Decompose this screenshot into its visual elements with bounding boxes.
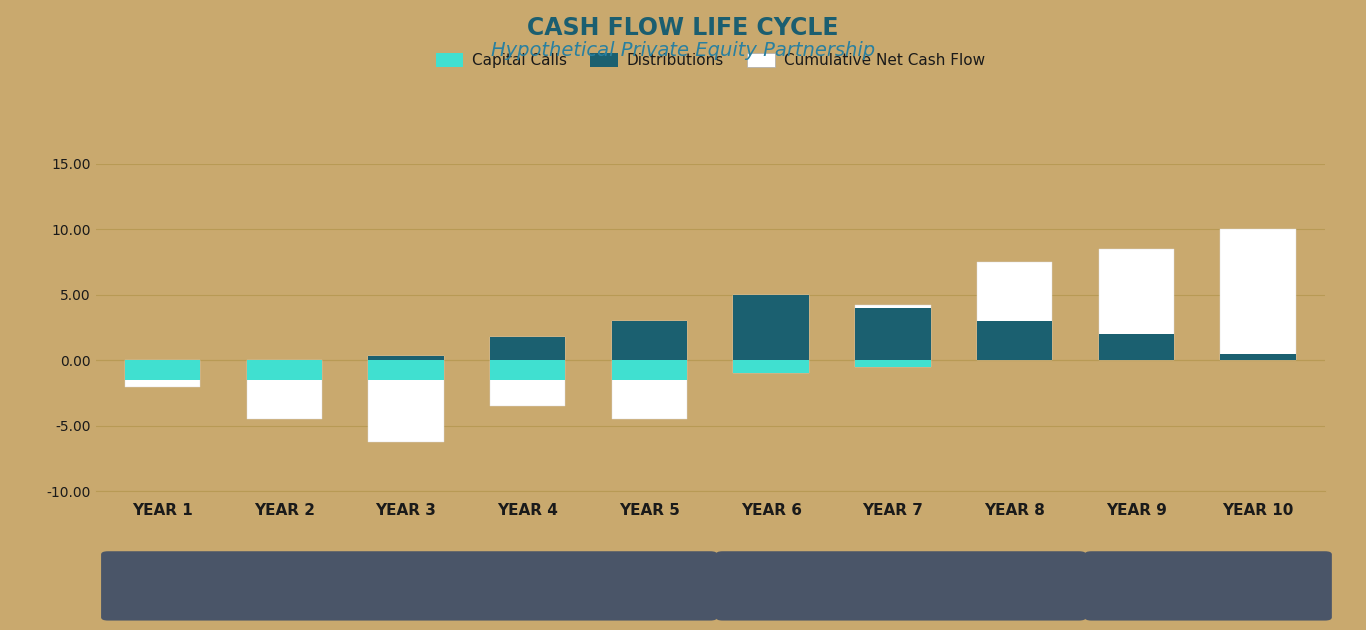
- Bar: [1098, 334, 1175, 360]
- Bar: [855, 306, 930, 367]
- Bar: [490, 337, 566, 360]
- Bar: [612, 321, 687, 360]
- Bar: [124, 360, 201, 380]
- Bar: [612, 321, 687, 420]
- Bar: [734, 295, 809, 360]
- Bar: [369, 357, 444, 360]
- Bar: [246, 360, 322, 380]
- Text: Development Stage (years 3- 8): Development Stage (years 3- 8): [779, 578, 1023, 593]
- Bar: [124, 360, 201, 387]
- Bar: [977, 321, 1052, 360]
- Bar: [977, 262, 1052, 360]
- Text: Investment Stage (years 1- 5): Investment Stage (years 1- 5): [295, 578, 523, 593]
- Bar: [855, 360, 930, 367]
- Bar: [490, 337, 566, 406]
- Text: Hypothetical Private Equity Partnership: Hypothetical Private Equity Partnership: [490, 41, 876, 60]
- Bar: [369, 357, 444, 442]
- Bar: [855, 308, 930, 360]
- Bar: [246, 360, 322, 420]
- Bar: [612, 360, 687, 380]
- Text: CASH FLOW LIFE CYCLE: CASH FLOW LIFE CYCLE: [527, 16, 839, 40]
- Bar: [369, 360, 444, 380]
- Bar: [734, 295, 809, 374]
- Bar: [1220, 354, 1296, 360]
- Text: Liquidation Stage (years 8- 10): Liquidation Stage (years 8- 10): [1090, 578, 1326, 593]
- Bar: [734, 360, 809, 374]
- Legend: Capital Calls, Distributions, Cumulative Net Cash Flow: Capital Calls, Distributions, Cumulative…: [429, 47, 992, 74]
- Bar: [1098, 249, 1175, 360]
- Bar: [490, 360, 566, 380]
- Bar: [1220, 229, 1296, 360]
